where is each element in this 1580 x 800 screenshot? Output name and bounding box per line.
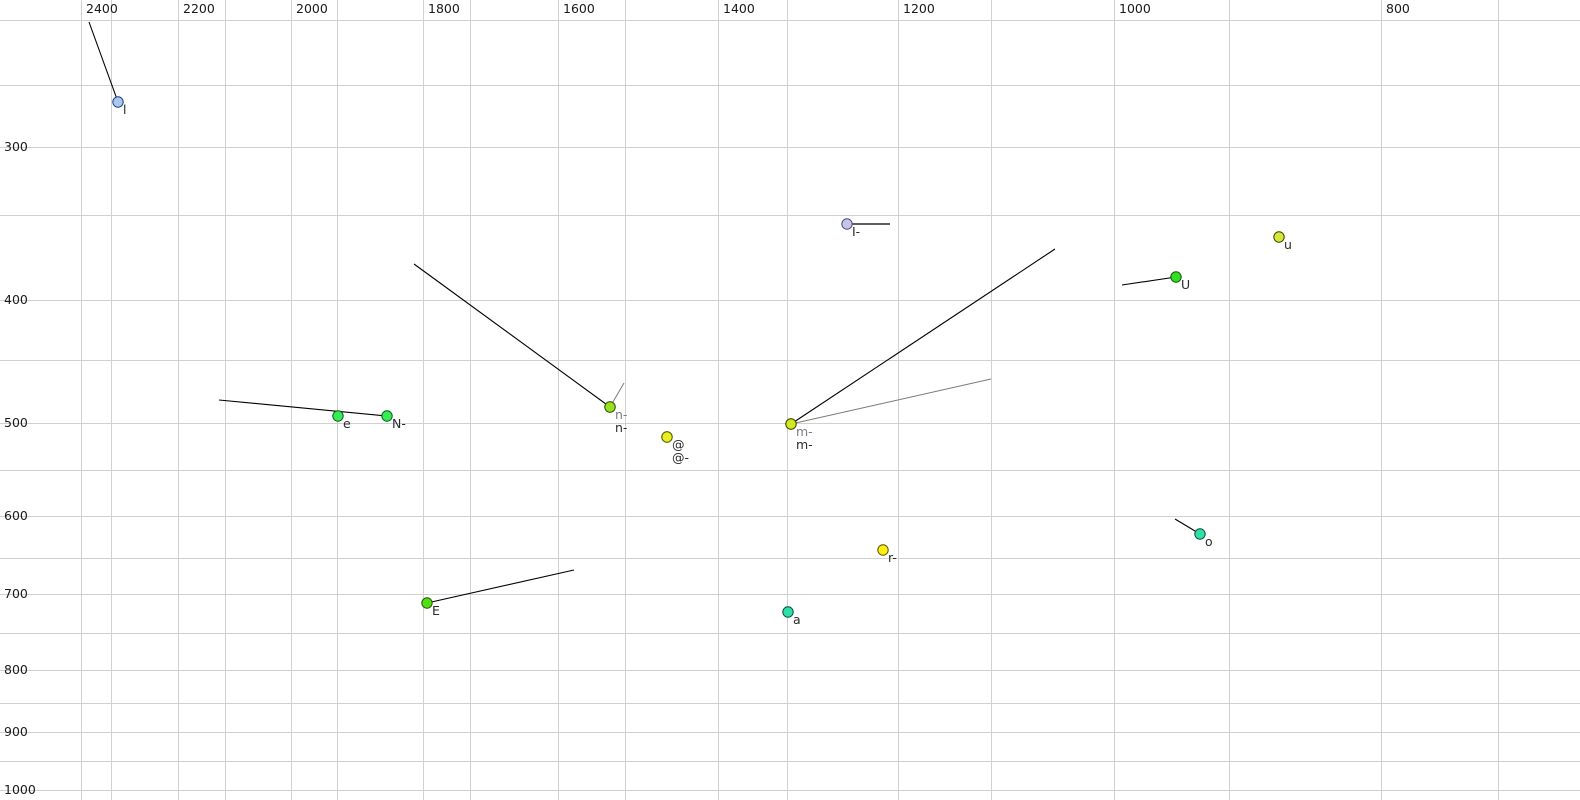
connector-line [790,378,992,425]
connector-line [426,569,575,604]
peak-marker[interactable] [877,544,889,556]
peak-marker[interactable] [604,401,616,413]
connector-line [88,21,119,103]
peak-marker[interactable] [112,96,124,108]
peak-marker[interactable] [381,410,393,422]
peak-marker[interactable] [1194,528,1206,540]
peak-marker[interactable] [421,597,433,609]
peak-marker[interactable] [1170,271,1182,283]
connector-line [413,263,611,408]
connector-line [790,248,1056,425]
peak-marker[interactable] [332,410,344,422]
peak-marker[interactable] [782,606,794,618]
peak-marker[interactable] [1273,231,1285,243]
connector-line [218,399,388,417]
peak-marker[interactable] [661,431,673,443]
peak-marker[interactable] [841,218,853,230]
connector-line [1121,276,1177,286]
peak-marker[interactable] [785,418,797,430]
